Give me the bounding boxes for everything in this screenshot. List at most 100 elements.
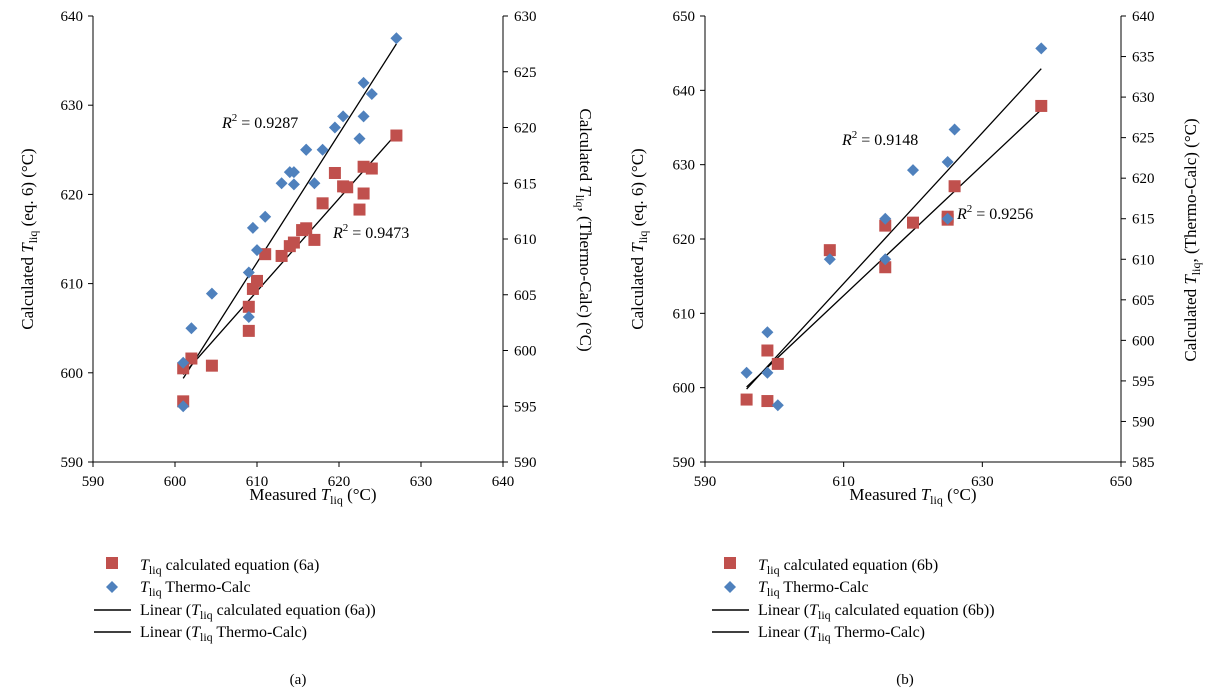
chart-a-point-equation xyxy=(251,274,263,287)
chart-b-ticks: 590 610 630 650 590 600 610 620 630 640 650 585 590 5… xyxy=(673,9,1155,490)
chart-b-point-equation xyxy=(948,180,961,193)
chart-b-point-equation xyxy=(761,344,774,357)
legend-b-item-equation: Tliq calculated equation (6b) xyxy=(758,557,938,577)
chart-b-y2-tick-label: 595 xyxy=(1132,374,1155,390)
chart-b-point-thermo-calc xyxy=(907,164,919,177)
chart-a-point-equation xyxy=(287,236,300,249)
chart-a-y-tick-label: 620 xyxy=(61,187,84,203)
legend-b-item-thermo-calc: Tliq Thermo-Calc xyxy=(758,579,869,599)
chart-a-point-equation xyxy=(328,166,341,179)
chart-b-y2-tick-label: 625 xyxy=(1132,131,1155,147)
chart-a-point-thermo-calc xyxy=(205,287,218,300)
chart-a-x-tick-label: 630 xyxy=(410,474,433,490)
legend-a-square-marker xyxy=(106,557,118,569)
chart-b-x-axis-title: Measured Tliq (°C) xyxy=(849,485,976,507)
chart-b-point-equation xyxy=(907,216,919,229)
legend-a-item-linear-thermo-calc: Linear (Tliq Thermo-Calc) xyxy=(140,624,307,644)
chart-b-y-tick-label: 590 xyxy=(673,455,696,471)
chart-b-x-tick-label: 590 xyxy=(694,474,717,490)
chart-a-point-thermo-calc xyxy=(259,210,272,223)
chart-a-point-equation xyxy=(353,203,366,216)
chart-b-y2-tick-label: 640 xyxy=(1132,9,1155,25)
chart-a-point-thermo-calc xyxy=(365,88,378,101)
chart-a-y2-tick-label: 615 xyxy=(514,176,537,192)
chart-a-y-tick-label: 610 xyxy=(61,277,84,293)
chart-a-y2-tick-label: 625 xyxy=(514,65,537,81)
chart-b-y2-tick-label: 590 xyxy=(1132,414,1155,430)
chart-a-ticks: 590 600 610 620 630 640 590 600 610 620 630 640 590 5… xyxy=(61,9,537,490)
chart-b-point-equation xyxy=(879,219,892,232)
chart-b-y2-tick-label: 635 xyxy=(1132,50,1155,66)
chart-b-x-tick-label: 650 xyxy=(1110,474,1133,490)
chart-b-point-thermo-calc xyxy=(879,253,892,266)
chart-a-point-equation xyxy=(275,249,288,262)
chart-a-y-tick-label: 600 xyxy=(61,366,84,382)
legend-a-item-thermo-calc: Tliq Thermo-Calc xyxy=(140,579,251,599)
chart-a-point-thermo-calc xyxy=(242,266,255,279)
chart-a-r2-equation: R2 = 0.9473 xyxy=(332,222,409,242)
chart-b-points xyxy=(740,42,1048,412)
chart-a-x-axis-title: Measured Tliq (°C) xyxy=(249,485,376,507)
chart-a-y2-axis-title: Calculated Tliq, (Thermo-Calc) (°C) xyxy=(573,108,595,351)
chart-a-point-thermo-calc xyxy=(308,177,321,190)
chart-a-point-equation xyxy=(341,181,354,194)
chart-a-legend: Tliq calculated equation (6a) Tliq Therm… xyxy=(94,557,376,644)
chart-b-trendline xyxy=(746,68,1042,390)
chart-a-point-equation xyxy=(316,197,329,210)
chart-a-y-tick-label: 640 xyxy=(61,9,84,25)
chart-b-panel-label: (b) xyxy=(896,672,914,688)
chart-a-point-thermo-calc xyxy=(275,177,288,190)
chart-b-y2-tick-label: 610 xyxy=(1132,252,1155,268)
chart-a-point-equation xyxy=(242,324,255,337)
chart-a-trendlines xyxy=(182,43,397,379)
chart-a-point-thermo-calc xyxy=(353,132,366,145)
chart-a-point-equation xyxy=(259,248,272,261)
chart-a-point-equation xyxy=(308,233,321,246)
chart-a-point-thermo-calc xyxy=(390,32,403,45)
chart-b-y2-tick-label: 585 xyxy=(1132,455,1155,471)
chart-b-point-thermo-calc xyxy=(941,155,954,168)
chart-a-point-thermo-calc xyxy=(357,110,370,123)
chart-a-point-equation xyxy=(300,222,313,235)
chart-a: 590 600 610 620 630 640 590 600 610 620 630 640 590 5… xyxy=(18,9,595,688)
chart-a-point-thermo-calc xyxy=(287,178,300,191)
legend-a-diamond-marker xyxy=(106,581,118,593)
chart-a-y2-tick-label: 630 xyxy=(514,9,537,25)
chart-a-point-equation xyxy=(365,162,378,175)
chart-a-y2-tick-label: 610 xyxy=(514,232,537,248)
chart-b-x-tick-label: 630 xyxy=(971,474,994,490)
legend-a-item-linear-equation: Linear (Tliq calculated equation (6a)) xyxy=(140,602,376,622)
chart-a-trendline xyxy=(182,43,397,379)
chart-a-x-tick-label: 590 xyxy=(82,474,105,490)
chart-b-point-thermo-calc xyxy=(761,366,774,379)
chart-b-point-thermo-calc xyxy=(740,366,753,379)
chart-b-y2-tick-label: 605 xyxy=(1132,293,1155,309)
legend-b-square-marker xyxy=(724,557,736,569)
chart-a-point-thermo-calc xyxy=(246,221,259,234)
chart-a-y2-tick-label: 620 xyxy=(514,121,537,137)
chart-b-point-thermo-calc xyxy=(761,326,774,339)
chart-a-point-thermo-calc xyxy=(287,166,300,179)
chart-b-point-equation xyxy=(879,261,892,274)
chart-a-point-equation xyxy=(357,187,370,200)
chart-b-point-equation xyxy=(823,244,836,257)
legend-b-item-linear-equation: Linear (Tliq calculated equation (6b)) xyxy=(758,602,995,622)
chart-b-y2-tick-label: 600 xyxy=(1132,333,1155,349)
chart-a-trendline xyxy=(182,133,397,376)
chart-a-point-thermo-calc xyxy=(185,322,198,335)
chart-b-legend: Tliq calculated equation (6b) Tliq Therm… xyxy=(712,557,995,644)
chart-a-point-thermo-calc xyxy=(177,400,190,413)
chart-b-trendline xyxy=(746,109,1042,388)
chart-b-y2-axis-title: Calculated Tliq, (Thermo-Calc) (°C) xyxy=(1181,118,1203,361)
chart-b-point-thermo-calc xyxy=(1035,42,1048,55)
chart-a-point-thermo-calc xyxy=(300,143,313,156)
chart-a-x-tick-label: 610 xyxy=(246,474,269,490)
chart-b-point-thermo-calc xyxy=(941,212,954,225)
chart-b-r2-equation: R2 = 0.9256 xyxy=(956,203,1033,223)
chart-a-point-thermo-calc xyxy=(357,76,370,89)
chart-a-point-equation xyxy=(242,300,255,313)
chart-b-point-equation xyxy=(1035,99,1048,112)
chart-a-y2-tick-label: 590 xyxy=(514,455,537,471)
chart-b-y-tick-label: 630 xyxy=(673,158,696,174)
